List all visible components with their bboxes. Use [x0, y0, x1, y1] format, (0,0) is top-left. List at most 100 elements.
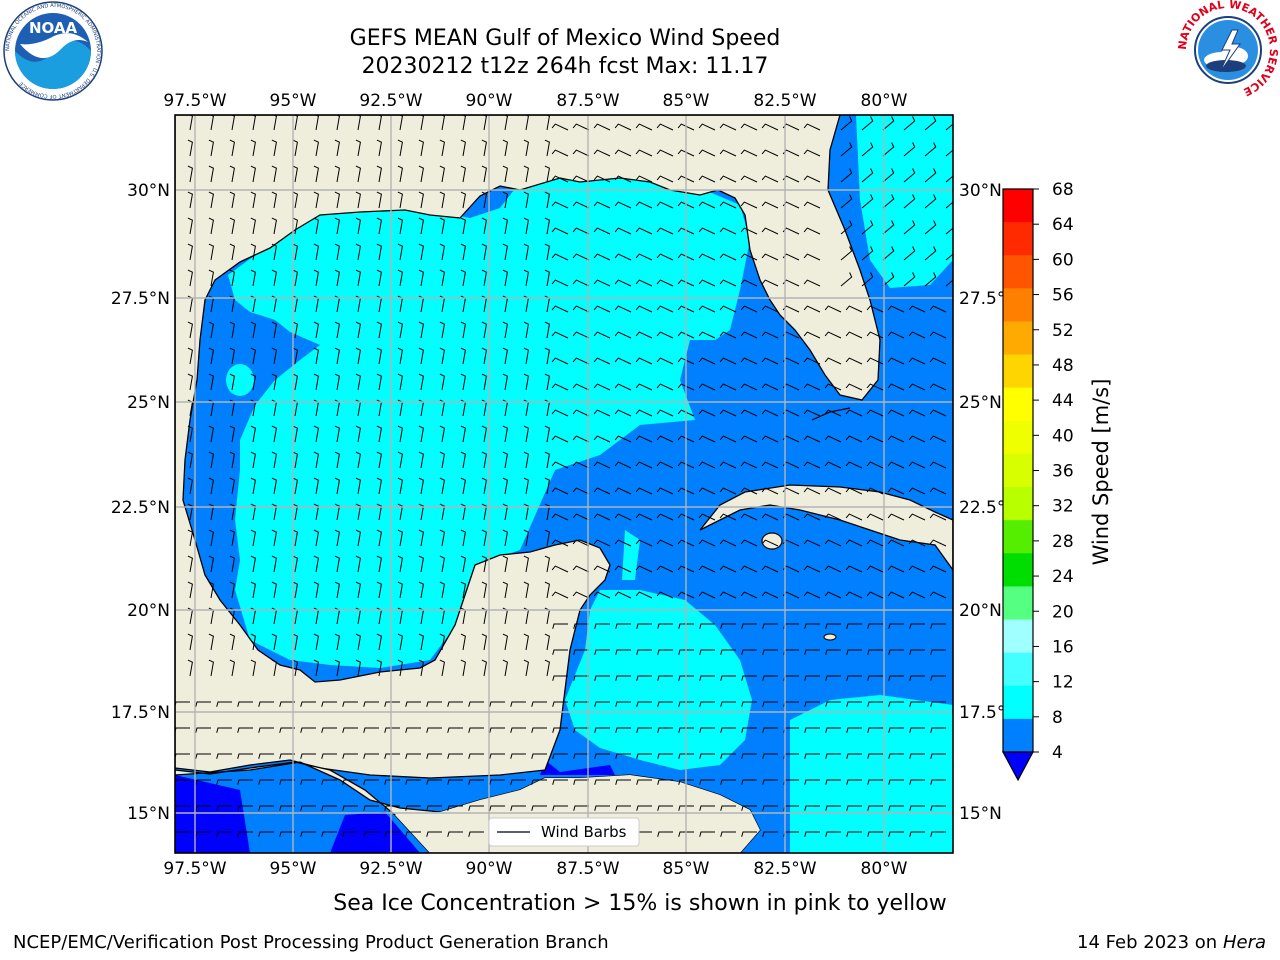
wind-barb [845, 539, 863, 547]
wind-barb [523, 425, 529, 443]
wind-barb [356, 115, 361, 131]
wind-barb [552, 649, 568, 655]
wind-barb [258, 727, 274, 733]
wind-barb [572, 201, 590, 209]
wind-barb [698, 487, 716, 495]
wind-barb [250, 243, 256, 261]
wind-barb [418, 451, 424, 469]
wind-barb [825, 727, 841, 733]
wind-barb [208, 581, 214, 599]
wind-barb [825, 779, 841, 785]
wind-barb [924, 272, 937, 287]
wind-barb [614, 513, 632, 521]
wind-barb [355, 477, 361, 495]
wind-barb [439, 269, 445, 287]
wind-barb [439, 321, 445, 339]
wind-barb [397, 243, 403, 261]
wind-barb [903, 272, 916, 287]
wind-barb [698, 591, 716, 599]
wind-barb [866, 461, 884, 469]
wind-barb [426, 805, 442, 811]
wind-barb [782, 409, 800, 417]
wind-barb [804, 701, 820, 707]
wind-barb [376, 191, 382, 209]
wind-barb [216, 753, 232, 759]
wind-barb [657, 779, 673, 785]
wind-barb [761, 539, 779, 547]
wind-barb [572, 435, 590, 443]
wind-barb [867, 831, 883, 837]
wind-barb [677, 331, 695, 339]
wind-barb [740, 279, 758, 287]
wind-barb [271, 503, 277, 521]
wind-barb [187, 659, 193, 677]
wind-barb [334, 451, 340, 469]
wind-barb [397, 269, 403, 287]
wind-barb [930, 805, 946, 811]
wind-barb [804, 831, 820, 837]
wind-barb [237, 831, 253, 837]
wind-barb [376, 503, 382, 521]
wind-barb [321, 831, 337, 837]
wind-barb [544, 139, 550, 157]
wind-barb [861, 246, 874, 261]
wind-barb [656, 305, 674, 313]
wind-barb [363, 753, 379, 759]
wind-barb [397, 217, 403, 235]
wind-barb [720, 805, 736, 811]
wind-barb [439, 529, 445, 547]
wind-barb [544, 347, 550, 365]
wind-barb [825, 623, 841, 629]
wind-barb [867, 805, 883, 811]
wind-barb [888, 649, 904, 655]
wind-barb [292, 659, 298, 677]
wind-barb [635, 383, 653, 391]
wind-barb [635, 357, 653, 365]
wind-barb [292, 217, 298, 235]
wind-barb [803, 565, 821, 573]
wind-barb [719, 305, 737, 313]
wind-barb [376, 529, 382, 547]
wind-barb [523, 633, 529, 651]
wind-barb [762, 727, 778, 733]
wind-barb [615, 675, 631, 681]
wind-barb [237, 727, 253, 733]
wind-barb [418, 217, 424, 235]
wind-barb [208, 555, 214, 573]
wind-barb [824, 409, 842, 417]
wind-barb [656, 409, 674, 417]
wind-barb [572, 591, 590, 599]
wind-barb [502, 373, 508, 391]
wind-barb [271, 165, 277, 183]
wind-barb [355, 451, 361, 469]
wind-barb [482, 115, 487, 131]
wind-barb [719, 279, 737, 287]
wind-barb [426, 753, 442, 759]
wind-barb [250, 425, 256, 443]
wind-barb [861, 194, 874, 209]
wind-barb [677, 201, 695, 209]
wind-barb [334, 217, 340, 235]
wind-barb [216, 831, 232, 837]
wind-barb [572, 175, 590, 183]
wind-barb [502, 581, 508, 599]
wind-barb [251, 115, 256, 131]
wind-barb [523, 503, 529, 521]
wind-barb [888, 727, 904, 733]
wind-barb [615, 779, 631, 785]
wind-barb [761, 383, 779, 391]
lon-tick-bottom: 92.5°W [359, 859, 422, 879]
wind-barb [439, 243, 445, 261]
chart-title: GEFS MEAN Gulf of Mexico Wind Speed [349, 26, 781, 51]
wind-barb [271, 191, 277, 209]
wind-barb [803, 383, 821, 391]
wind-barb [824, 487, 842, 495]
wind-barb [824, 539, 842, 547]
wind-barb [229, 451, 235, 469]
wind-barb [636, 701, 652, 707]
wind-barb [572, 227, 590, 235]
wind-barb [376, 165, 382, 183]
wind-barb [418, 321, 424, 339]
lat-tick-right: 15°N [959, 804, 1002, 824]
lon-tick-top: 92.5°W [359, 91, 422, 111]
